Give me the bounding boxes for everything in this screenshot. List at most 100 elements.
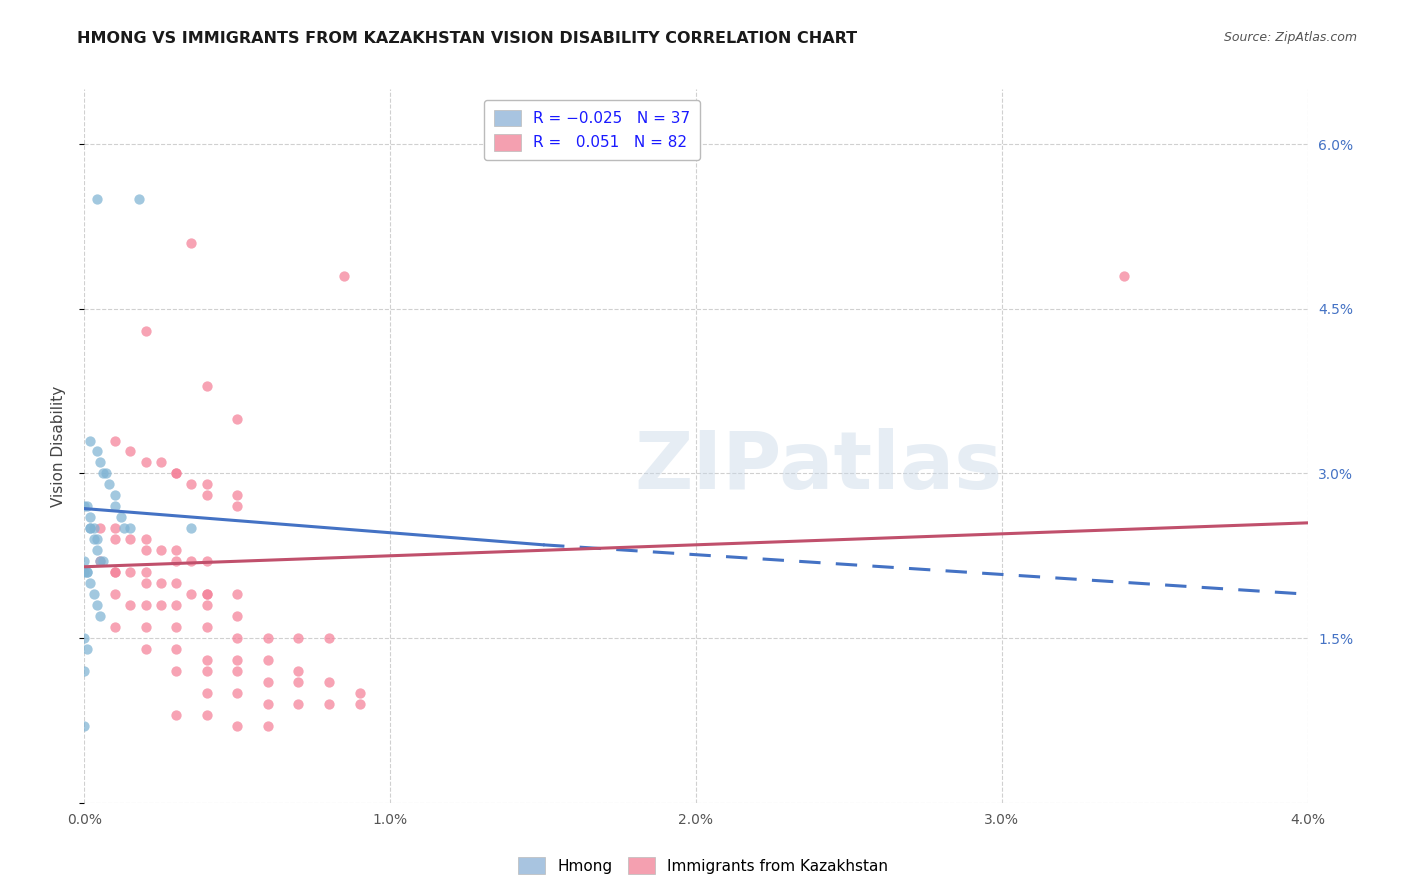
Point — [104, 500, 127, 514]
Point — [86, 543, 108, 558]
Point — [89, 554, 111, 568]
Point — [76, 500, 98, 514]
Point — [165, 467, 187, 481]
Text: ZIPatlas: ZIPatlas — [634, 428, 1002, 507]
Point — [73, 566, 96, 580]
Point — [195, 686, 218, 700]
Point — [165, 664, 187, 678]
Point — [79, 510, 101, 524]
Point — [287, 664, 309, 678]
Point — [135, 324, 157, 338]
Point — [149, 543, 172, 558]
Point — [287, 631, 309, 645]
Point — [128, 192, 150, 206]
Point — [226, 664, 249, 678]
Point — [226, 500, 249, 514]
Point — [104, 566, 127, 580]
Point — [110, 510, 132, 524]
Point — [195, 708, 218, 723]
Point — [120, 533, 142, 547]
Point — [135, 642, 157, 657]
Point — [91, 554, 114, 568]
Point — [104, 488, 127, 502]
Point — [135, 533, 157, 547]
Point — [73, 719, 96, 733]
Point — [257, 675, 280, 690]
Point — [73, 554, 96, 568]
Point — [86, 444, 108, 458]
Point — [135, 576, 157, 591]
Point — [195, 554, 218, 568]
Point — [79, 576, 101, 591]
Point — [89, 521, 111, 535]
Point — [104, 521, 127, 535]
Point — [287, 697, 309, 711]
Point — [195, 488, 218, 502]
Point — [79, 434, 101, 448]
Point — [333, 268, 356, 283]
Point — [257, 653, 280, 667]
Point — [89, 455, 111, 469]
Point — [226, 686, 249, 700]
Point — [349, 686, 371, 700]
Point — [79, 521, 101, 535]
Point — [226, 609, 249, 624]
Y-axis label: Vision Disability: Vision Disability — [51, 385, 66, 507]
Point — [318, 697, 340, 711]
Point — [180, 521, 202, 535]
Point — [135, 566, 157, 580]
Point — [165, 554, 187, 568]
Point — [226, 411, 249, 425]
Point — [97, 477, 120, 491]
Point — [89, 609, 111, 624]
Point — [195, 587, 218, 601]
Point — [165, 642, 187, 657]
Point — [226, 587, 249, 601]
Point — [149, 598, 172, 612]
Point — [86, 598, 108, 612]
Point — [165, 620, 187, 634]
Point — [1114, 268, 1136, 283]
Text: Source: ZipAtlas.com: Source: ZipAtlas.com — [1223, 31, 1357, 45]
Point — [86, 192, 108, 206]
Point — [257, 631, 280, 645]
Point — [287, 675, 309, 690]
Text: HMONG VS IMMIGRANTS FROM KAZAKHSTAN VISION DISABILITY CORRELATION CHART: HMONG VS IMMIGRANTS FROM KAZAKHSTAN VISI… — [77, 31, 858, 46]
Point — [165, 576, 187, 591]
Point — [165, 467, 187, 481]
Point — [257, 719, 280, 733]
Point — [135, 455, 157, 469]
Point — [120, 598, 142, 612]
Point — [135, 598, 157, 612]
Point — [104, 533, 127, 547]
Point — [83, 587, 105, 601]
Legend: R = −0.025   N = 37, R =   0.051   N = 82: R = −0.025 N = 37, R = 0.051 N = 82 — [485, 101, 700, 160]
Point — [349, 697, 371, 711]
Point — [104, 434, 127, 448]
Point — [83, 521, 105, 535]
Point — [318, 631, 340, 645]
Point — [226, 653, 249, 667]
Point — [83, 533, 105, 547]
Point — [76, 566, 98, 580]
Point — [135, 620, 157, 634]
Point — [135, 543, 157, 558]
Point — [195, 587, 218, 601]
Point — [195, 378, 218, 392]
Point — [165, 598, 187, 612]
Point — [104, 620, 127, 634]
Point — [180, 587, 202, 601]
Point — [180, 235, 202, 250]
Point — [165, 543, 187, 558]
Point — [79, 521, 101, 535]
Point — [180, 554, 202, 568]
Point — [226, 488, 249, 502]
Point — [257, 697, 280, 711]
Point — [149, 455, 172, 469]
Point — [73, 664, 96, 678]
Point — [73, 631, 96, 645]
Point — [195, 620, 218, 634]
Point — [76, 566, 98, 580]
Point — [89, 554, 111, 568]
Point — [226, 631, 249, 645]
